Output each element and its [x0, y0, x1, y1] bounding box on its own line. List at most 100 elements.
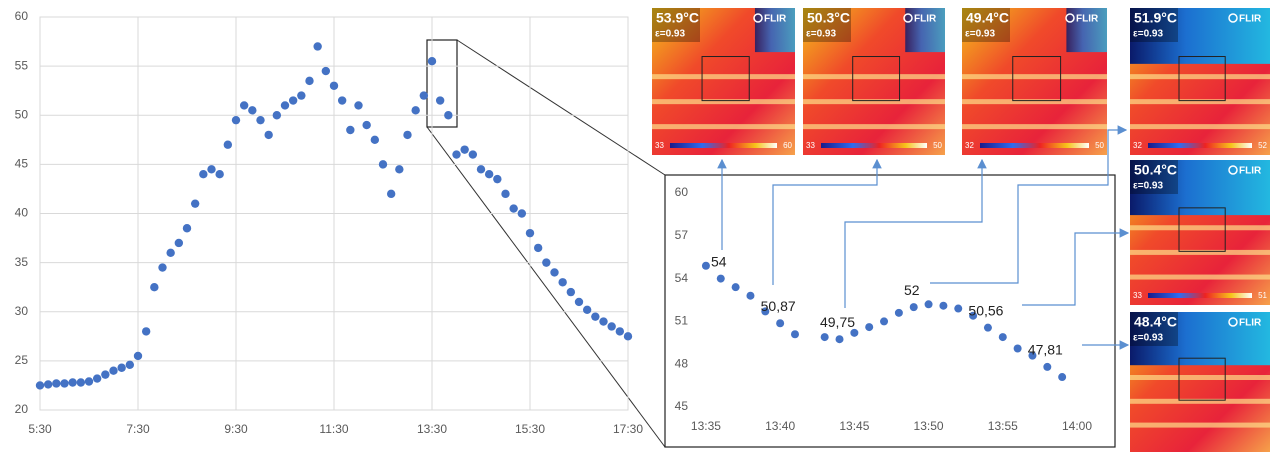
data-point: [158, 263, 167, 272]
data-point: [701, 261, 710, 270]
thermal-temperature: 53.9°C: [656, 10, 699, 26]
thermal-stripe: [1130, 99, 1270, 105]
data-point: [607, 322, 616, 331]
flir-icon: [1065, 13, 1075, 23]
data-point: [452, 150, 461, 159]
thermal-brand: FLIR: [764, 14, 787, 25]
data-point: [460, 145, 469, 154]
data-point: [223, 140, 233, 149]
x-tick-label: 13:50: [914, 419, 944, 433]
thermal-stripe: [1130, 124, 1270, 130]
scale-label: 52: [1258, 141, 1267, 150]
data-point: [582, 305, 592, 314]
data-point: [820, 333, 829, 342]
y-tick-label: 35: [15, 255, 29, 269]
data-point: [427, 57, 437, 66]
data-point: [444, 111, 453, 120]
scale-label: 32: [965, 141, 974, 150]
data-point: [761, 307, 770, 316]
data-point: [484, 170, 494, 179]
thermal-stripe: [652, 74, 795, 80]
data-point: [1043, 362, 1052, 371]
data-point: [411, 106, 420, 115]
data-point: [525, 228, 535, 238]
thermal-emissivity: ε=0.93: [1133, 29, 1163, 40]
data-point: [60, 379, 69, 388]
thermal-stripe: [962, 99, 1107, 105]
value-label: 52: [904, 282, 920, 298]
x-tick-label: 17:30: [613, 422, 643, 436]
data-point: [101, 370, 110, 379]
data-point: [199, 170, 208, 179]
thermal-brand: FLIR: [1239, 14, 1262, 25]
flir-icon: [1228, 13, 1238, 23]
data-point: [501, 189, 510, 199]
data-point: [76, 378, 86, 387]
thermal-temperature: 50.4°C: [1134, 162, 1177, 178]
data-point: [493, 174, 502, 184]
data-point: [321, 66, 331, 76]
data-point: [954, 304, 963, 313]
scale-bar: [821, 143, 927, 148]
value-label: 50,87: [761, 298, 796, 314]
data-point: [1058, 373, 1067, 382]
data-point: [533, 243, 543, 253]
data-point: [297, 91, 306, 100]
data-point: [790, 330, 799, 339]
x-tick-label: 13:30: [417, 422, 447, 436]
thermal-stripe: [803, 99, 945, 105]
data-point: [509, 204, 518, 213]
data-point: [419, 91, 429, 100]
data-point: [280, 101, 290, 110]
data-point: [542, 258, 551, 267]
thermal-stripe: [1130, 274, 1270, 280]
data-point: [370, 135, 380, 145]
data-point: [550, 268, 559, 277]
thermal-stripe: [652, 99, 795, 105]
data-point: [924, 300, 933, 309]
data-point: [1013, 344, 1022, 353]
data-point: [141, 327, 151, 336]
scale-bar: [980, 143, 1089, 148]
data-point: [215, 170, 224, 179]
connector: [930, 125, 1128, 284]
data-point: [248, 106, 257, 115]
x-tick-label: 13:55: [988, 419, 1018, 433]
thermal-sky: [1130, 160, 1270, 216]
spot-box: [1178, 357, 1226, 401]
data-point: [68, 378, 77, 387]
thermal-emissivity: ε=0.93: [806, 29, 836, 40]
thermal-stripe: [1130, 225, 1270, 231]
data-point: [288, 96, 298, 105]
thermal-brand: FLIR: [1076, 14, 1099, 25]
x-tick-label: 9:30: [224, 422, 248, 436]
data-point: [909, 303, 918, 312]
data-point: [337, 96, 347, 105]
data-point: [880, 317, 889, 326]
data-point: [207, 165, 216, 174]
thermal-stripe: [1130, 249, 1270, 255]
y-tick-label: 51: [675, 314, 689, 328]
spot-box: [852, 56, 901, 102]
y-tick-label: 54: [675, 271, 689, 285]
data-point: [865, 323, 874, 332]
value-label: 54: [711, 253, 727, 269]
data-point: [468, 150, 478, 159]
flir-icon: [903, 13, 913, 23]
spot-box: [1178, 207, 1226, 252]
data-point: [731, 283, 740, 292]
label-bg: [1130, 160, 1178, 194]
data-point: [623, 332, 633, 341]
data-point: [558, 278, 567, 287]
scale-bar: [1148, 293, 1252, 298]
value-label: 50,56: [968, 302, 1003, 318]
y-tick-label: 20: [15, 402, 29, 416]
thermal-stripe: [962, 74, 1107, 80]
x-tick-label: 5:30: [28, 422, 52, 436]
thermal-emissivity: ε=0.93: [1133, 333, 1163, 344]
scale-label: 33: [806, 141, 815, 150]
data-point: [362, 120, 371, 130]
zoom-line: [426, 126, 666, 448]
connector: [772, 158, 882, 285]
